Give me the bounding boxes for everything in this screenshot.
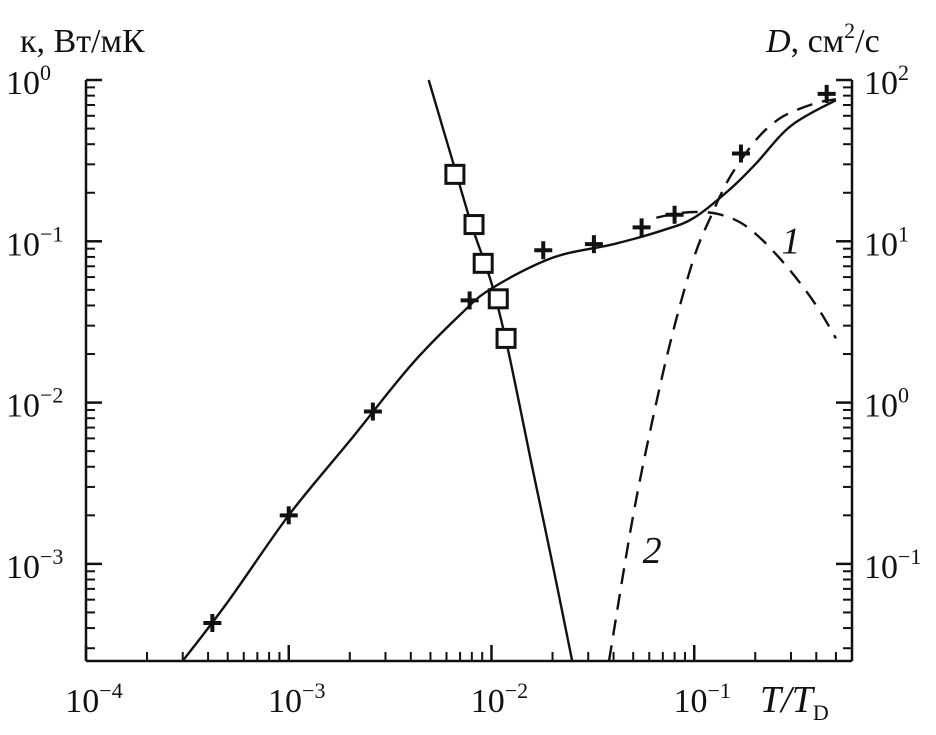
y-right-tick-label-base: 10 <box>864 226 898 263</box>
y-right-tick-label-base: 10 <box>864 388 898 425</box>
x-tick-label-exp: −3 <box>302 678 325 703</box>
y-right-tick-label-exp: −1 <box>898 544 921 569</box>
x-axis-label-main: T/T <box>760 679 816 721</box>
series-line-2 <box>181 99 837 661</box>
x-tick-label: 10−1 <box>674 678 731 720</box>
y-right-label-sup: 2 <box>844 18 855 43</box>
y-right-axis-label: D, см2/с <box>765 18 880 60</box>
y-left-tick-label: 10−3 <box>6 544 63 586</box>
annotations: 12 <box>643 220 801 572</box>
curves <box>181 79 837 661</box>
y-left-tick-label: 10−2 <box>6 383 63 425</box>
y-right-label-unit: , см <box>791 23 845 60</box>
x-tick-label-exp: −4 <box>99 678 122 703</box>
curve-label-1: 1 <box>781 220 800 262</box>
x-tick-label-base: 10 <box>268 683 302 720</box>
y-right-tick-label: 102 <box>864 60 909 102</box>
x-tick-label: 10−4 <box>65 678 122 720</box>
y-right-tick-label-exp: 1 <box>898 221 909 246</box>
y-right-tick-label-exp: 2 <box>898 60 909 85</box>
y-left-tick-label-base: 10 <box>6 226 40 263</box>
cross-marker <box>203 614 222 633</box>
plot-frame <box>84 80 854 663</box>
cross-marker <box>817 84 836 103</box>
y-left-tick-label-exp: −1 <box>40 221 63 246</box>
x-tick-label: 10−3 <box>268 678 325 720</box>
y-right-tick-label: 101 <box>864 221 909 263</box>
y-right-tick-label: 100 <box>864 383 909 425</box>
markers <box>203 84 836 633</box>
y-left-tick-label-base: 10 <box>6 549 40 586</box>
cross-marker <box>632 218 651 237</box>
major-ticks <box>84 78 852 661</box>
curve-label-2: 2 <box>643 530 662 572</box>
square-marker <box>463 214 485 236</box>
x-tick-label-base: 10 <box>471 683 505 720</box>
cross-marker <box>584 235 603 254</box>
y-right-label-tail: /с <box>855 23 880 60</box>
y-right-tick-label-exp: 0 <box>898 383 909 408</box>
x-tick-label-exp: −1 <box>708 678 731 703</box>
y-left-tick-label-base: 10 <box>6 65 40 102</box>
y-left-axis-label: к, Вт/мК <box>20 23 145 60</box>
y-left-tick-label: 100 <box>6 60 51 102</box>
square-marker <box>472 252 494 274</box>
x-axis-label: T/TD <box>760 679 829 725</box>
x-axis-label-subscript: D <box>813 700 829 725</box>
y-right-tick-label: 10−1 <box>864 544 921 586</box>
series-line-4 <box>656 210 837 340</box>
square-marker <box>495 327 517 349</box>
tick-labels: 10−4 10−3 10−2 10−110010−110−210−3102101100… <box>6 60 921 720</box>
cross-marker <box>534 241 553 260</box>
series-line-5 <box>607 98 837 661</box>
cross-marker <box>363 402 382 421</box>
x-tick-label: 10−2 <box>471 678 528 720</box>
y-right-label-symbol: D <box>765 23 791 60</box>
minor-ticks <box>86 86 852 661</box>
x-tick-label-base: 10 <box>65 683 99 720</box>
square-marker <box>444 163 466 185</box>
y-left-tick-label-exp: 0 <box>40 60 51 85</box>
square-marker <box>487 288 509 310</box>
y-right-tick-label-base: 10 <box>864 549 898 586</box>
y-left-tick-label-exp: −3 <box>40 544 63 569</box>
y-right-tick-label-base: 10 <box>864 65 898 102</box>
y-left-tick-label-exp: −2 <box>40 383 63 408</box>
cross-marker <box>279 506 298 525</box>
y-left-tick-label: 10−1 <box>6 221 63 263</box>
cross-marker <box>665 205 684 224</box>
cross-marker <box>460 291 479 310</box>
cross-marker <box>731 144 750 163</box>
x-tick-label-exp: −2 <box>505 678 528 703</box>
y-left-tick-label-base: 10 <box>6 388 40 425</box>
x-tick-label-base: 10 <box>674 683 708 720</box>
